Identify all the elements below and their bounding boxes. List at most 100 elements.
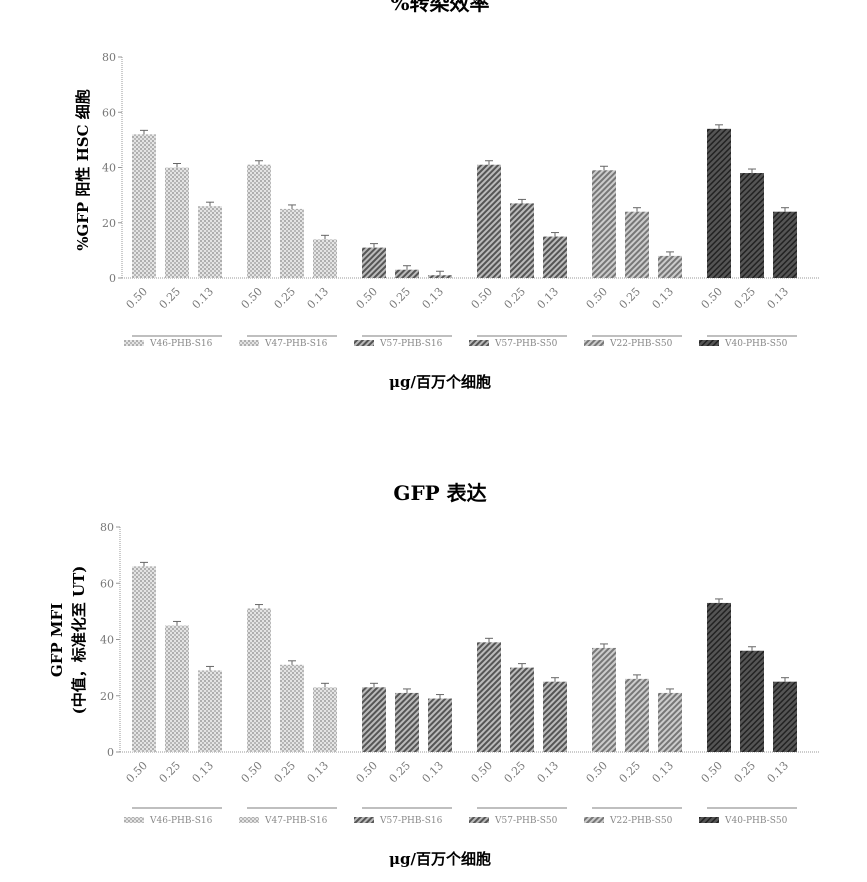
dose-label: 0.25 <box>617 285 644 312</box>
bar <box>132 134 156 278</box>
bar <box>198 206 222 278</box>
bar <box>625 679 649 752</box>
bar <box>592 648 616 752</box>
y-tick-label: 0 <box>109 272 116 285</box>
y-tick-label: 0 <box>107 746 114 759</box>
bar <box>773 212 797 278</box>
dose-label: 0.50 <box>124 759 151 786</box>
dose-label: 0.13 <box>650 285 677 312</box>
legend-swatch <box>354 817 374 823</box>
legend-label: V47-PHB-S16 <box>264 816 328 826</box>
bar <box>740 651 764 752</box>
chart-2-ylabel-2: (中值，标准化至 UT) <box>70 566 88 715</box>
y-tick-label: 40 <box>100 634 114 647</box>
legend-label: V47-PHB-S16 <box>264 339 328 349</box>
dose-label: 0.50 <box>469 285 496 312</box>
bar <box>362 248 386 278</box>
bar <box>313 239 337 278</box>
bar <box>510 203 534 278</box>
legend-swatch <box>699 340 719 346</box>
legend-label: V57-PHB-S16 <box>379 339 443 349</box>
bar <box>658 693 682 752</box>
bar <box>165 625 189 752</box>
dose-label: 0.13 <box>535 285 562 312</box>
chart-1-xlabel: μg/百万个细胞 <box>389 373 491 391</box>
bar <box>477 642 501 752</box>
legend-label: V57-PHB-S16 <box>379 816 443 826</box>
y-tick-label: 60 <box>102 106 116 119</box>
bar <box>165 168 189 279</box>
dose-label: 0.25 <box>732 285 759 312</box>
dose-label: 0.25 <box>157 759 184 786</box>
bar <box>740 173 764 278</box>
legend-swatch <box>699 817 719 823</box>
y-tick-label: 60 <box>100 577 114 590</box>
y-tick-label: 40 <box>102 162 116 175</box>
dose-label: 0.25 <box>272 285 299 312</box>
bar <box>773 682 797 752</box>
bar <box>428 699 452 752</box>
legend-swatch <box>124 817 144 823</box>
dose-label: 0.50 <box>584 759 611 786</box>
bar <box>280 665 304 752</box>
dose-label: 0.50 <box>239 285 266 312</box>
dose-label: 0.50 <box>699 285 726 312</box>
bar <box>510 668 534 752</box>
y-tick-label: 20 <box>102 217 116 230</box>
legend-swatch <box>469 817 489 823</box>
dose-label: 0.50 <box>124 285 151 312</box>
dose-label: 0.25 <box>387 759 414 786</box>
dose-label: 0.50 <box>354 285 381 312</box>
bar <box>543 682 567 752</box>
bar <box>247 609 271 752</box>
dose-label: 0.50 <box>584 285 611 312</box>
dose-label: 0.25 <box>157 285 184 312</box>
bar <box>247 165 271 278</box>
dose-label: 0.25 <box>732 759 759 786</box>
y-tick-label: 80 <box>102 51 116 64</box>
legend-label: V46-PHB-S16 <box>149 816 213 826</box>
legend-swatch <box>239 817 259 823</box>
dose-label: 0.13 <box>650 759 677 786</box>
bar <box>658 256 682 278</box>
bar <box>132 566 156 752</box>
legend-label: V22-PHB-S50 <box>609 339 673 349</box>
dose-label: 0.50 <box>354 759 381 786</box>
chart-canvas: %转染效率 %GFP 阳性 HSC 细胞 μg/百万个细胞 GFP 表达 GFP… <box>0 0 867 882</box>
bar <box>395 270 419 278</box>
dose-label: 0.25 <box>617 759 644 786</box>
legend-label: V57-PHB-S50 <box>494 339 558 349</box>
y-tick-label: 80 <box>100 521 114 534</box>
dose-label: 0.13 <box>765 759 792 786</box>
bar <box>707 603 731 752</box>
dose-label: 0.50 <box>239 759 266 786</box>
dose-label: 0.25 <box>387 285 414 312</box>
legend-swatch <box>469 340 489 346</box>
legend-label: V40-PHB-S50 <box>724 339 788 349</box>
chart-1-title: %转染效率 <box>390 0 489 15</box>
legend-swatch <box>354 340 374 346</box>
legend-label: V46-PHB-S16 <box>149 339 213 349</box>
dose-label: 0.13 <box>765 285 792 312</box>
bar <box>362 687 386 752</box>
dose-label: 0.13 <box>535 759 562 786</box>
bar <box>707 129 731 278</box>
bar <box>592 170 616 278</box>
dose-label: 0.13 <box>305 759 332 786</box>
dose-label: 0.50 <box>699 759 726 786</box>
legend-label: V22-PHB-S50 <box>609 816 673 826</box>
bar <box>428 275 452 278</box>
legend-swatch <box>584 340 604 346</box>
legend-label: V57-PHB-S50 <box>494 816 558 826</box>
bar <box>477 165 501 278</box>
dose-label: 0.25 <box>272 759 299 786</box>
bar <box>395 693 419 752</box>
chart-2-ylabel: GFP MFI <box>48 603 66 677</box>
legend-swatch <box>124 340 144 346</box>
chart-1-ylabel: %GFP 阳性 HSC 细胞 <box>74 89 92 251</box>
legend-swatch <box>239 340 259 346</box>
legend-label: V40-PHB-S50 <box>724 816 788 826</box>
dose-label: 0.13 <box>190 759 217 786</box>
dose-label: 0.13 <box>420 285 447 312</box>
y-tick-label: 20 <box>100 690 114 703</box>
